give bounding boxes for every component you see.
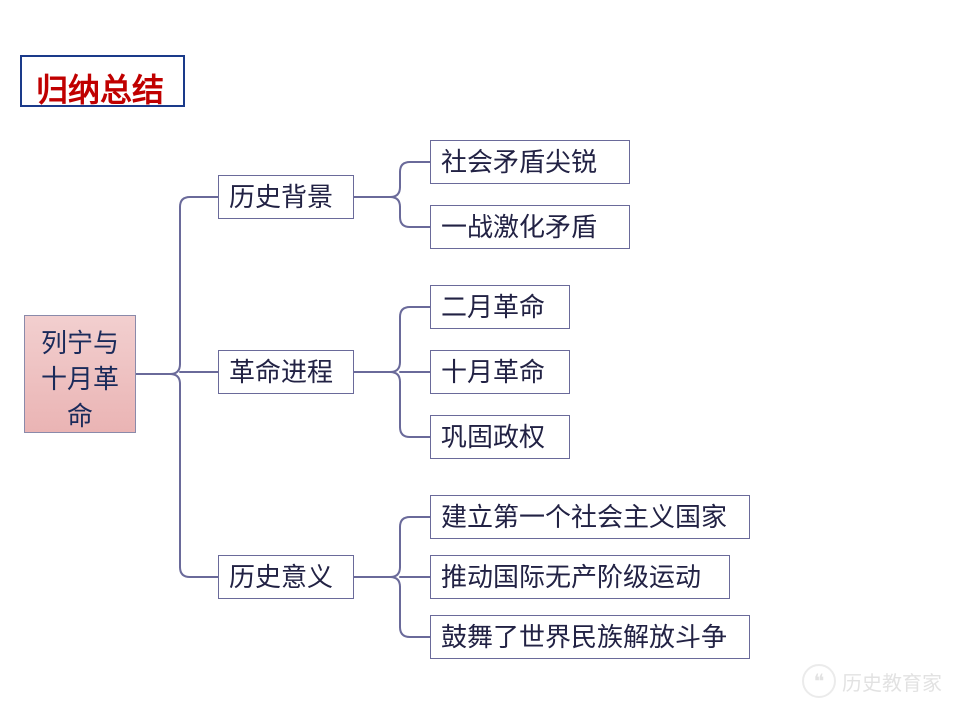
- leaf-node-4: 巩固政权: [430, 415, 570, 459]
- leaf-node-0: 社会矛盾尖锐: [430, 140, 630, 184]
- watermark: ❝ 历史教育家: [802, 664, 942, 698]
- mid-node-0: 历史背景: [218, 175, 354, 219]
- leaf-node-1: 一战激化矛盾: [430, 205, 630, 249]
- leaf-node-7: 鼓舞了世界民族解放斗争: [430, 615, 750, 659]
- summary-title: 归纳总结: [20, 55, 185, 107]
- leaf-node-6: 推动国际无产阶级运动: [430, 555, 730, 599]
- root-node: 列宁与十月革命: [24, 315, 136, 433]
- watermark-text: 历史教育家: [842, 667, 942, 696]
- mid-node-2: 历史意义: [218, 555, 354, 599]
- leaf-node-5: 建立第一个社会主义国家: [430, 495, 750, 539]
- mid-node-1: 革命进程: [218, 350, 354, 394]
- leaf-node-2: 二月革命: [430, 285, 570, 329]
- wechat-icon: ❝: [802, 664, 836, 698]
- leaf-node-3: 十月革命: [430, 350, 570, 394]
